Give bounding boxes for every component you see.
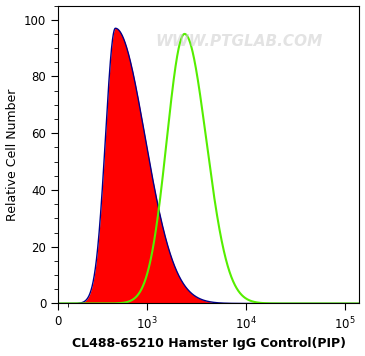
Text: WWW.PTGLAB.COM: WWW.PTGLAB.COM bbox=[155, 34, 323, 49]
X-axis label: CL488-65210 Hamster IgG Control(PIP): CL488-65210 Hamster IgG Control(PIP) bbox=[72, 337, 346, 350]
Y-axis label: Relative Cell Number: Relative Cell Number bbox=[5, 88, 19, 221]
